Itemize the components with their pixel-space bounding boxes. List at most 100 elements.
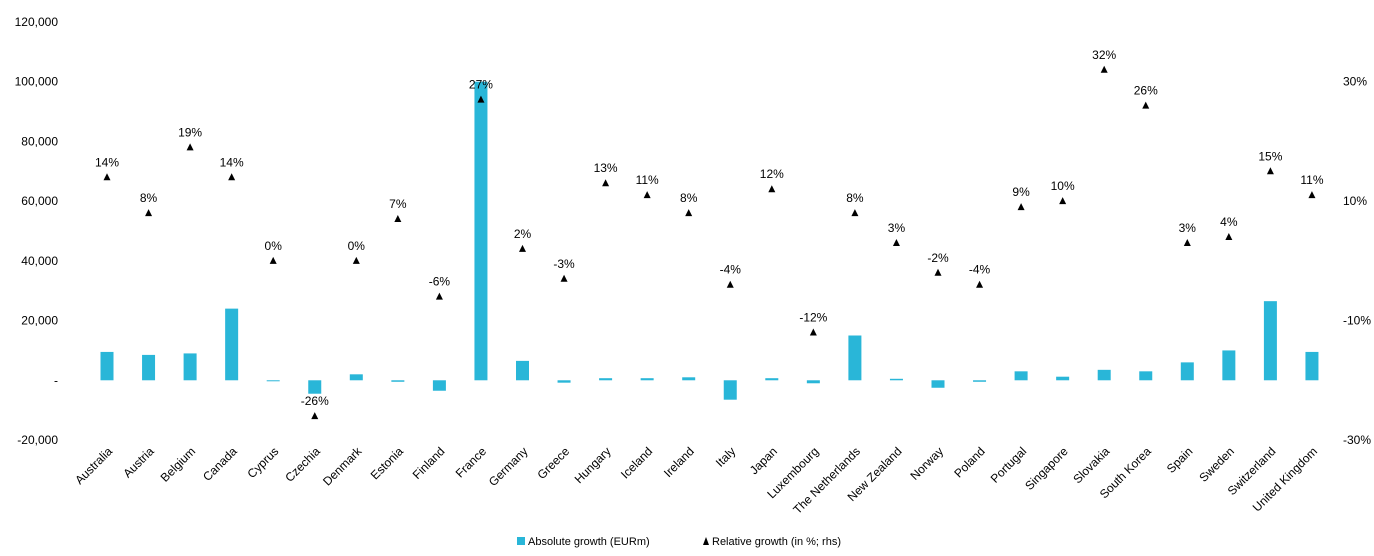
category-label: Norway (907, 444, 946, 483)
category-label: Germany (486, 444, 531, 489)
point (643, 191, 651, 199)
data-label: 3% (888, 221, 906, 235)
left-tick-label: -20,000 (17, 433, 58, 447)
bar (889, 378, 903, 381)
data-label: 0% (348, 239, 366, 253)
point-series: 14% 8% 19% 14% 0% -26% 0% 7% -6% 27% 2% -3% 13% 11% 8%… (95, 48, 1324, 420)
point (560, 274, 568, 282)
bar (1056, 376, 1070, 381)
category-label: Denmark (320, 444, 365, 489)
bar (432, 380, 446, 391)
data-label: 11% (636, 173, 659, 187)
point (394, 215, 402, 223)
data-label: 13% (594, 161, 618, 175)
left-tick-label: 60,000 (21, 194, 58, 208)
point (145, 209, 153, 217)
right-tick-label: 10% (1343, 194, 1367, 208)
data-label: 11% (1300, 173, 1323, 187)
point (477, 95, 485, 103)
data-label: -6% (429, 275, 451, 289)
legend-label-absolute: Absolute growth (EURm) (528, 536, 650, 548)
point (228, 173, 236, 181)
point (352, 256, 360, 264)
category-label: Japan (747, 444, 780, 477)
data-label: 9% (1012, 185, 1030, 199)
bar (1014, 371, 1028, 381)
category-label: Poland (951, 444, 987, 480)
data-label: 12% (760, 167, 784, 181)
category-label: Australia (72, 444, 115, 487)
category-label: Canada (200, 444, 240, 484)
left-tick-label: 120,000 (15, 15, 59, 29)
category-label: Czechia (282, 444, 323, 485)
point (1100, 65, 1108, 73)
bar (682, 377, 696, 381)
data-label: -12% (799, 311, 827, 325)
data-label: 8% (680, 191, 698, 205)
category-label: Italy (713, 444, 738, 469)
point (1142, 101, 1150, 109)
bar (806, 380, 820, 384)
point (186, 143, 194, 151)
point (103, 173, 111, 181)
point (685, 209, 693, 217)
bar (391, 380, 405, 382)
point (1225, 232, 1233, 240)
point (1059, 197, 1067, 205)
point (1017, 203, 1025, 211)
data-label: 14% (220, 155, 244, 169)
data-label: 19% (178, 125, 202, 139)
category-label: Portugal (988, 444, 1030, 486)
data-label: 14% (95, 155, 119, 169)
category-label: Sweden (1196, 444, 1237, 485)
category-label: Spain (1164, 444, 1196, 476)
bar (931, 380, 945, 388)
bar (474, 81, 488, 381)
bar (1180, 362, 1194, 381)
left-tick-label: 40,000 (21, 254, 58, 268)
point (269, 256, 277, 264)
left-axis: -20,000-20,00040,00060,00080,000100,0001… (15, 15, 59, 447)
point (768, 185, 776, 193)
data-label: 32% (1092, 48, 1116, 62)
category-label: Belgium (158, 444, 199, 485)
data-label: 27% (469, 78, 493, 92)
left-tick-label: 100,000 (15, 75, 59, 89)
point (1266, 167, 1274, 175)
category-label: Austria (120, 444, 157, 481)
data-label: -2% (927, 251, 949, 265)
point (519, 244, 526, 252)
right-axis: -30% -10% 10% 30% (1343, 75, 1371, 447)
bar (557, 380, 571, 383)
bar (1139, 371, 1153, 381)
bar (723, 380, 737, 400)
point (809, 328, 817, 336)
bar (142, 354, 156, 381)
bar (848, 335, 862, 381)
category-label: Slovakia (1070, 444, 1112, 486)
bar (973, 380, 987, 382)
right-tick-label: 30% (1343, 75, 1367, 89)
category-label: Singapore (1022, 444, 1071, 493)
category-label: Finland (410, 444, 448, 482)
left-tick-label: - (54, 373, 58, 387)
legend-swatch-triangle (703, 537, 709, 545)
category-label: Cyprus (245, 444, 282, 481)
bar (349, 374, 363, 381)
bar (308, 380, 322, 394)
left-tick-label: 80,000 (21, 134, 58, 148)
bar (100, 351, 114, 381)
bar (599, 378, 613, 381)
bar (765, 378, 779, 381)
data-label: -4% (969, 263, 991, 277)
bar (266, 380, 280, 382)
data-label: -26% (301, 394, 329, 408)
category-label: Estonia (368, 444, 406, 482)
bar (1222, 350, 1236, 381)
point (435, 292, 443, 300)
data-label: -4% (720, 263, 742, 277)
right-tick-label: -30% (1343, 433, 1371, 447)
point (851, 209, 859, 217)
data-label: 15% (1258, 149, 1282, 163)
